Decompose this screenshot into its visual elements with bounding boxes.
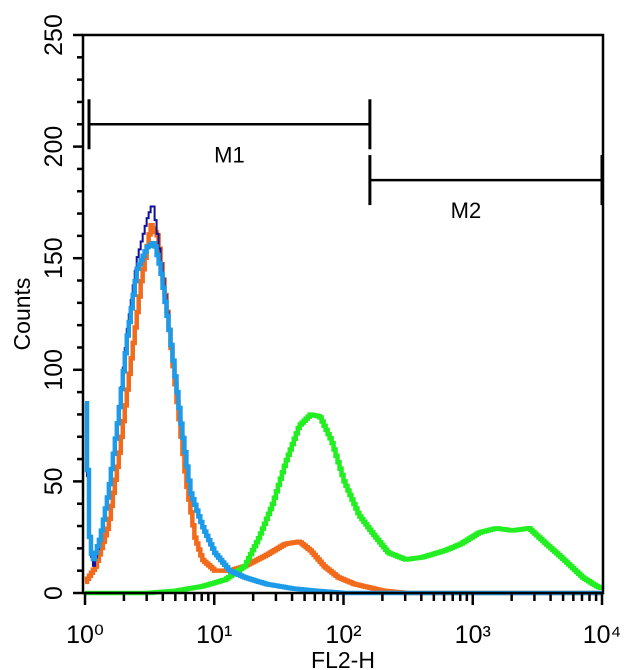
y-tick-label: 50 [40, 467, 68, 495]
plot-frame [81, 33, 605, 595]
x-tick-label: 10² [325, 621, 361, 649]
y-tick-label: 0 [40, 586, 68, 600]
series-light-blue [84, 241, 602, 596]
marker-m2-label: M2 [451, 198, 482, 223]
y-tick-label: 200 [40, 126, 68, 168]
marker-m1-label: M1 [214, 142, 245, 167]
x-tick-label: 10⁴ [583, 621, 622, 649]
x-tick-label: 10⁰ [66, 621, 104, 649]
x-tick-label: 10³ [455, 621, 491, 649]
y-tick-label: 250 [40, 14, 68, 56]
series-layer [84, 205, 605, 596]
y-tick-label: 150 [40, 237, 68, 279]
y-axis-label: Counts [9, 278, 35, 351]
y-tick-label: 100 [40, 349, 68, 391]
x-axis-label: FL2-H [311, 647, 375, 670]
x-tick-label: 10¹ [196, 621, 232, 649]
series-green [85, 412, 605, 596]
axis-layer: 0 50 100 150 200 250 10⁰ 10¹ 10² 10³ 10⁴ [40, 14, 621, 649]
marker-layer: M1 M2 [87, 99, 604, 223]
